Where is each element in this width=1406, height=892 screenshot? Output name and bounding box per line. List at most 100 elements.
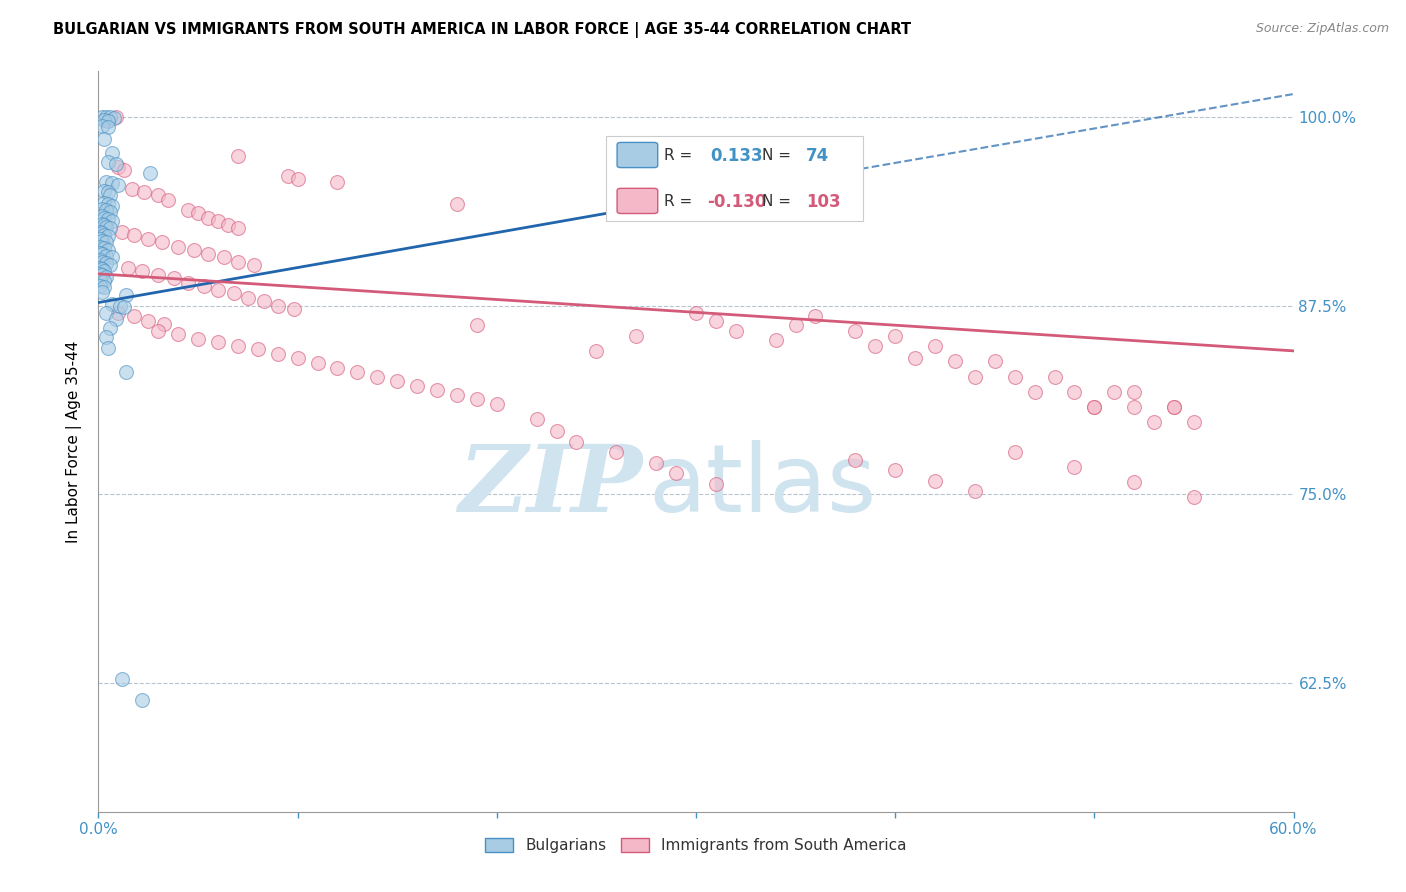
Point bbox=[704, 313, 727, 327]
Text: N =: N = bbox=[762, 148, 796, 163]
Point bbox=[197, 211, 219, 225]
Point bbox=[91, 268, 114, 283]
Point bbox=[546, 424, 568, 438]
Point bbox=[963, 369, 986, 384]
Point bbox=[924, 339, 946, 353]
Point bbox=[277, 169, 299, 183]
Text: ZIP: ZIP bbox=[458, 441, 643, 531]
Text: atlas: atlas bbox=[648, 440, 876, 532]
Point bbox=[1123, 475, 1146, 490]
Point bbox=[91, 110, 114, 124]
Point bbox=[97, 186, 120, 200]
Point bbox=[112, 162, 135, 177]
Point bbox=[197, 247, 219, 261]
Point bbox=[121, 182, 143, 196]
Point bbox=[645, 456, 668, 470]
Point bbox=[177, 203, 200, 218]
Point bbox=[884, 328, 907, 343]
Point bbox=[1123, 400, 1146, 414]
Point bbox=[89, 245, 111, 260]
Point bbox=[465, 392, 488, 407]
Point bbox=[267, 347, 290, 361]
Point bbox=[93, 264, 115, 278]
Point bbox=[91, 254, 114, 268]
Point bbox=[101, 176, 124, 190]
Point bbox=[97, 114, 120, 128]
Point bbox=[91, 262, 114, 277]
Point bbox=[1163, 400, 1185, 414]
Point bbox=[904, 351, 927, 366]
Legend: Bulgarians, Immigrants from South America: Bulgarians, Immigrants from South Americ… bbox=[479, 832, 912, 860]
Point bbox=[89, 232, 111, 246]
Point bbox=[385, 374, 409, 388]
Point bbox=[226, 339, 249, 353]
Point bbox=[103, 112, 125, 126]
Point bbox=[101, 145, 124, 160]
Point bbox=[131, 693, 153, 707]
Point bbox=[307, 356, 329, 370]
Text: -0.130: -0.130 bbox=[707, 193, 766, 211]
Text: Source: ZipAtlas.com: Source: ZipAtlas.com bbox=[1256, 22, 1389, 36]
Point bbox=[148, 324, 170, 338]
Point bbox=[91, 285, 114, 299]
Point bbox=[207, 214, 229, 228]
Point bbox=[187, 332, 209, 346]
Point bbox=[124, 227, 146, 242]
Point bbox=[97, 341, 120, 355]
Point bbox=[243, 258, 266, 272]
Point bbox=[91, 226, 114, 240]
Point bbox=[626, 328, 648, 343]
Point bbox=[93, 227, 115, 242]
Point bbox=[97, 155, 120, 169]
Point bbox=[124, 309, 146, 323]
Point bbox=[1123, 384, 1146, 399]
Point bbox=[89, 253, 111, 268]
Point bbox=[585, 343, 607, 358]
Point bbox=[1143, 415, 1166, 429]
Point bbox=[157, 193, 180, 207]
Point bbox=[91, 202, 114, 216]
Point bbox=[187, 206, 209, 220]
Point bbox=[207, 284, 229, 298]
Point bbox=[97, 243, 120, 257]
Point bbox=[765, 334, 787, 348]
Point bbox=[253, 293, 276, 308]
Point bbox=[167, 239, 190, 253]
Point bbox=[91, 210, 114, 224]
Point bbox=[117, 260, 139, 275]
Point bbox=[93, 274, 115, 288]
Point bbox=[236, 291, 259, 305]
Point bbox=[283, 301, 305, 316]
Point bbox=[139, 165, 162, 179]
Point bbox=[111, 672, 134, 686]
Point bbox=[93, 211, 115, 225]
Point bbox=[1182, 491, 1205, 505]
Point bbox=[112, 300, 135, 314]
Point bbox=[246, 343, 269, 357]
Point bbox=[91, 247, 114, 261]
Point bbox=[101, 250, 124, 264]
Point bbox=[96, 219, 118, 234]
Point bbox=[93, 132, 115, 146]
Point bbox=[98, 205, 122, 219]
Point bbox=[98, 110, 122, 124]
Point bbox=[446, 387, 468, 401]
Point bbox=[89, 279, 111, 293]
Point bbox=[101, 199, 124, 213]
Point bbox=[167, 327, 190, 342]
Point bbox=[804, 309, 827, 323]
Point bbox=[105, 110, 128, 124]
Point bbox=[97, 120, 120, 135]
Point bbox=[326, 360, 349, 375]
Point bbox=[326, 175, 349, 189]
Point bbox=[1063, 384, 1085, 399]
Point bbox=[1083, 400, 1105, 414]
Point bbox=[91, 217, 114, 231]
Point bbox=[963, 484, 986, 499]
Point bbox=[446, 197, 468, 211]
Point bbox=[136, 313, 159, 327]
Point bbox=[96, 110, 118, 124]
Point bbox=[97, 212, 120, 227]
Point bbox=[115, 288, 138, 302]
Point bbox=[222, 286, 245, 301]
